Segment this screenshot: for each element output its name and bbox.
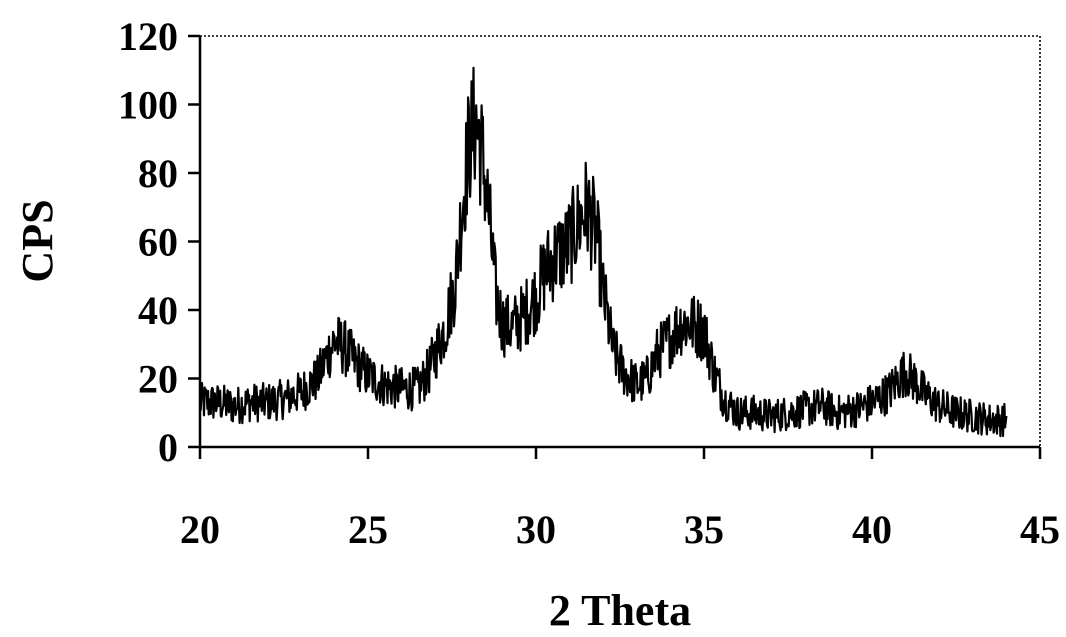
x-tick-label: 25	[348, 507, 388, 552]
y-tick-label: 100	[118, 83, 178, 128]
x-tick-label: 20	[180, 507, 220, 552]
y-tick-label: 60	[138, 220, 178, 265]
axis-ticks	[188, 34, 1042, 459]
y-axis-title: CPS	[13, 199, 62, 282]
y-tick-label: 20	[138, 357, 178, 402]
x-tick-label: 45	[1020, 507, 1060, 552]
y-tick-label: 80	[138, 151, 178, 196]
x-tick-label: 35	[684, 507, 724, 552]
x-axis-title: 2 Theta	[549, 586, 691, 635]
y-tick-labels: 0 20 40 60 80 100 120	[118, 14, 178, 470]
y-tick-label: 120	[118, 14, 178, 59]
x-tick-label: 30	[516, 507, 556, 552]
y-tick-label: 40	[138, 288, 178, 333]
series-line-cps	[198, 66, 1008, 438]
x-tick-label: 40	[852, 507, 892, 552]
x-tick-labels: 20 25 30 35 40 45	[180, 507, 1060, 552]
y-tick-label: 0	[158, 425, 178, 470]
